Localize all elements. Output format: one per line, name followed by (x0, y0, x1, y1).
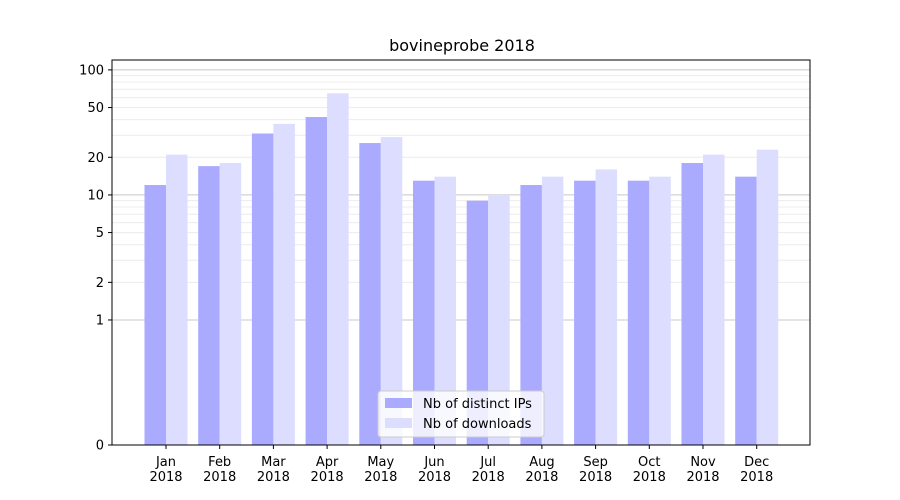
x-tick-label: Dec 2018 (740, 455, 773, 485)
bar-downloads (380, 137, 403, 445)
legend: Nb of distinct IPs Nb of downloads (377, 390, 545, 438)
bar-distinct-ips (574, 180, 596, 445)
bar-downloads (434, 176, 456, 445)
y-axis: 0 1 2 5 10 20 50 100 (79, 63, 112, 454)
bar-distinct-ips (413, 180, 435, 445)
bars (144, 93, 779, 446)
plot-frame (111, 59, 811, 446)
bar-downloads (166, 154, 188, 446)
x-tick-label: Apr 2018 (311, 455, 344, 485)
bar-distinct-ips (520, 185, 542, 445)
bar-downloads (703, 154, 725, 446)
legend-label: Nb of downloads (423, 417, 532, 432)
bar-downloads (219, 163, 242, 445)
legend-swatch (385, 418, 412, 428)
x-tick-label: Jan 2018 (149, 455, 182, 485)
bar-distinct-ips (305, 117, 328, 445)
bar-distinct-ips (144, 185, 166, 445)
chart-title: bovineprobe 2018 (389, 36, 535, 55)
x-tick-label: Feb 2018 (203, 455, 236, 485)
y-tick-label: 20 (87, 151, 104, 166)
bar-distinct-ips (466, 200, 489, 445)
y-tick-label: 10 (87, 188, 104, 203)
bar-downloads (595, 169, 618, 445)
y-tick-label: 1 (96, 313, 104, 328)
x-tick-label: Mar 2018 (257, 455, 290, 485)
legend-label: Nb of distinct IPs (423, 397, 532, 412)
bar-distinct-ips (359, 143, 381, 445)
bar-distinct-ips (251, 133, 274, 445)
y-tick-label: 0 (96, 439, 104, 454)
bar-downloads (273, 123, 295, 445)
bar-distinct-ips (198, 166, 220, 445)
y-tick-label: 50 (87, 101, 104, 116)
bar-distinct-ips (627, 180, 650, 445)
x-tick-label: Nov 2018 (686, 455, 719, 485)
x-tick-label: Jul 2018 (472, 455, 505, 485)
y-tick-label: 2 (96, 276, 104, 291)
bar-downloads (327, 93, 349, 446)
y-tick-label: 100 (79, 63, 104, 78)
y-tick-label: 5 (96, 226, 104, 241)
bar-downloads (756, 149, 779, 446)
legend-swatch (385, 398, 412, 408)
bar-downloads (649, 176, 671, 445)
bar-downloads (541, 176, 564, 445)
x-tick-label: Sep 2018 (579, 455, 612, 485)
x-axis: Jan 2018 Feb 2018 Mar 2018 Apr 2018 May 2018 Jun 20… (149, 445, 773, 485)
x-tick-label: Jun 2018 (418, 455, 451, 485)
bar-distinct-ips (681, 163, 703, 445)
legend-box (377, 390, 545, 438)
x-tick-label: Aug 2018 (525, 455, 558, 485)
bar-downloads (488, 194, 510, 445)
x-tick-label: Oct 2018 (633, 455, 666, 485)
x-tick-label: May 2018 (364, 455, 397, 485)
bar-distinct-ips (735, 176, 757, 445)
